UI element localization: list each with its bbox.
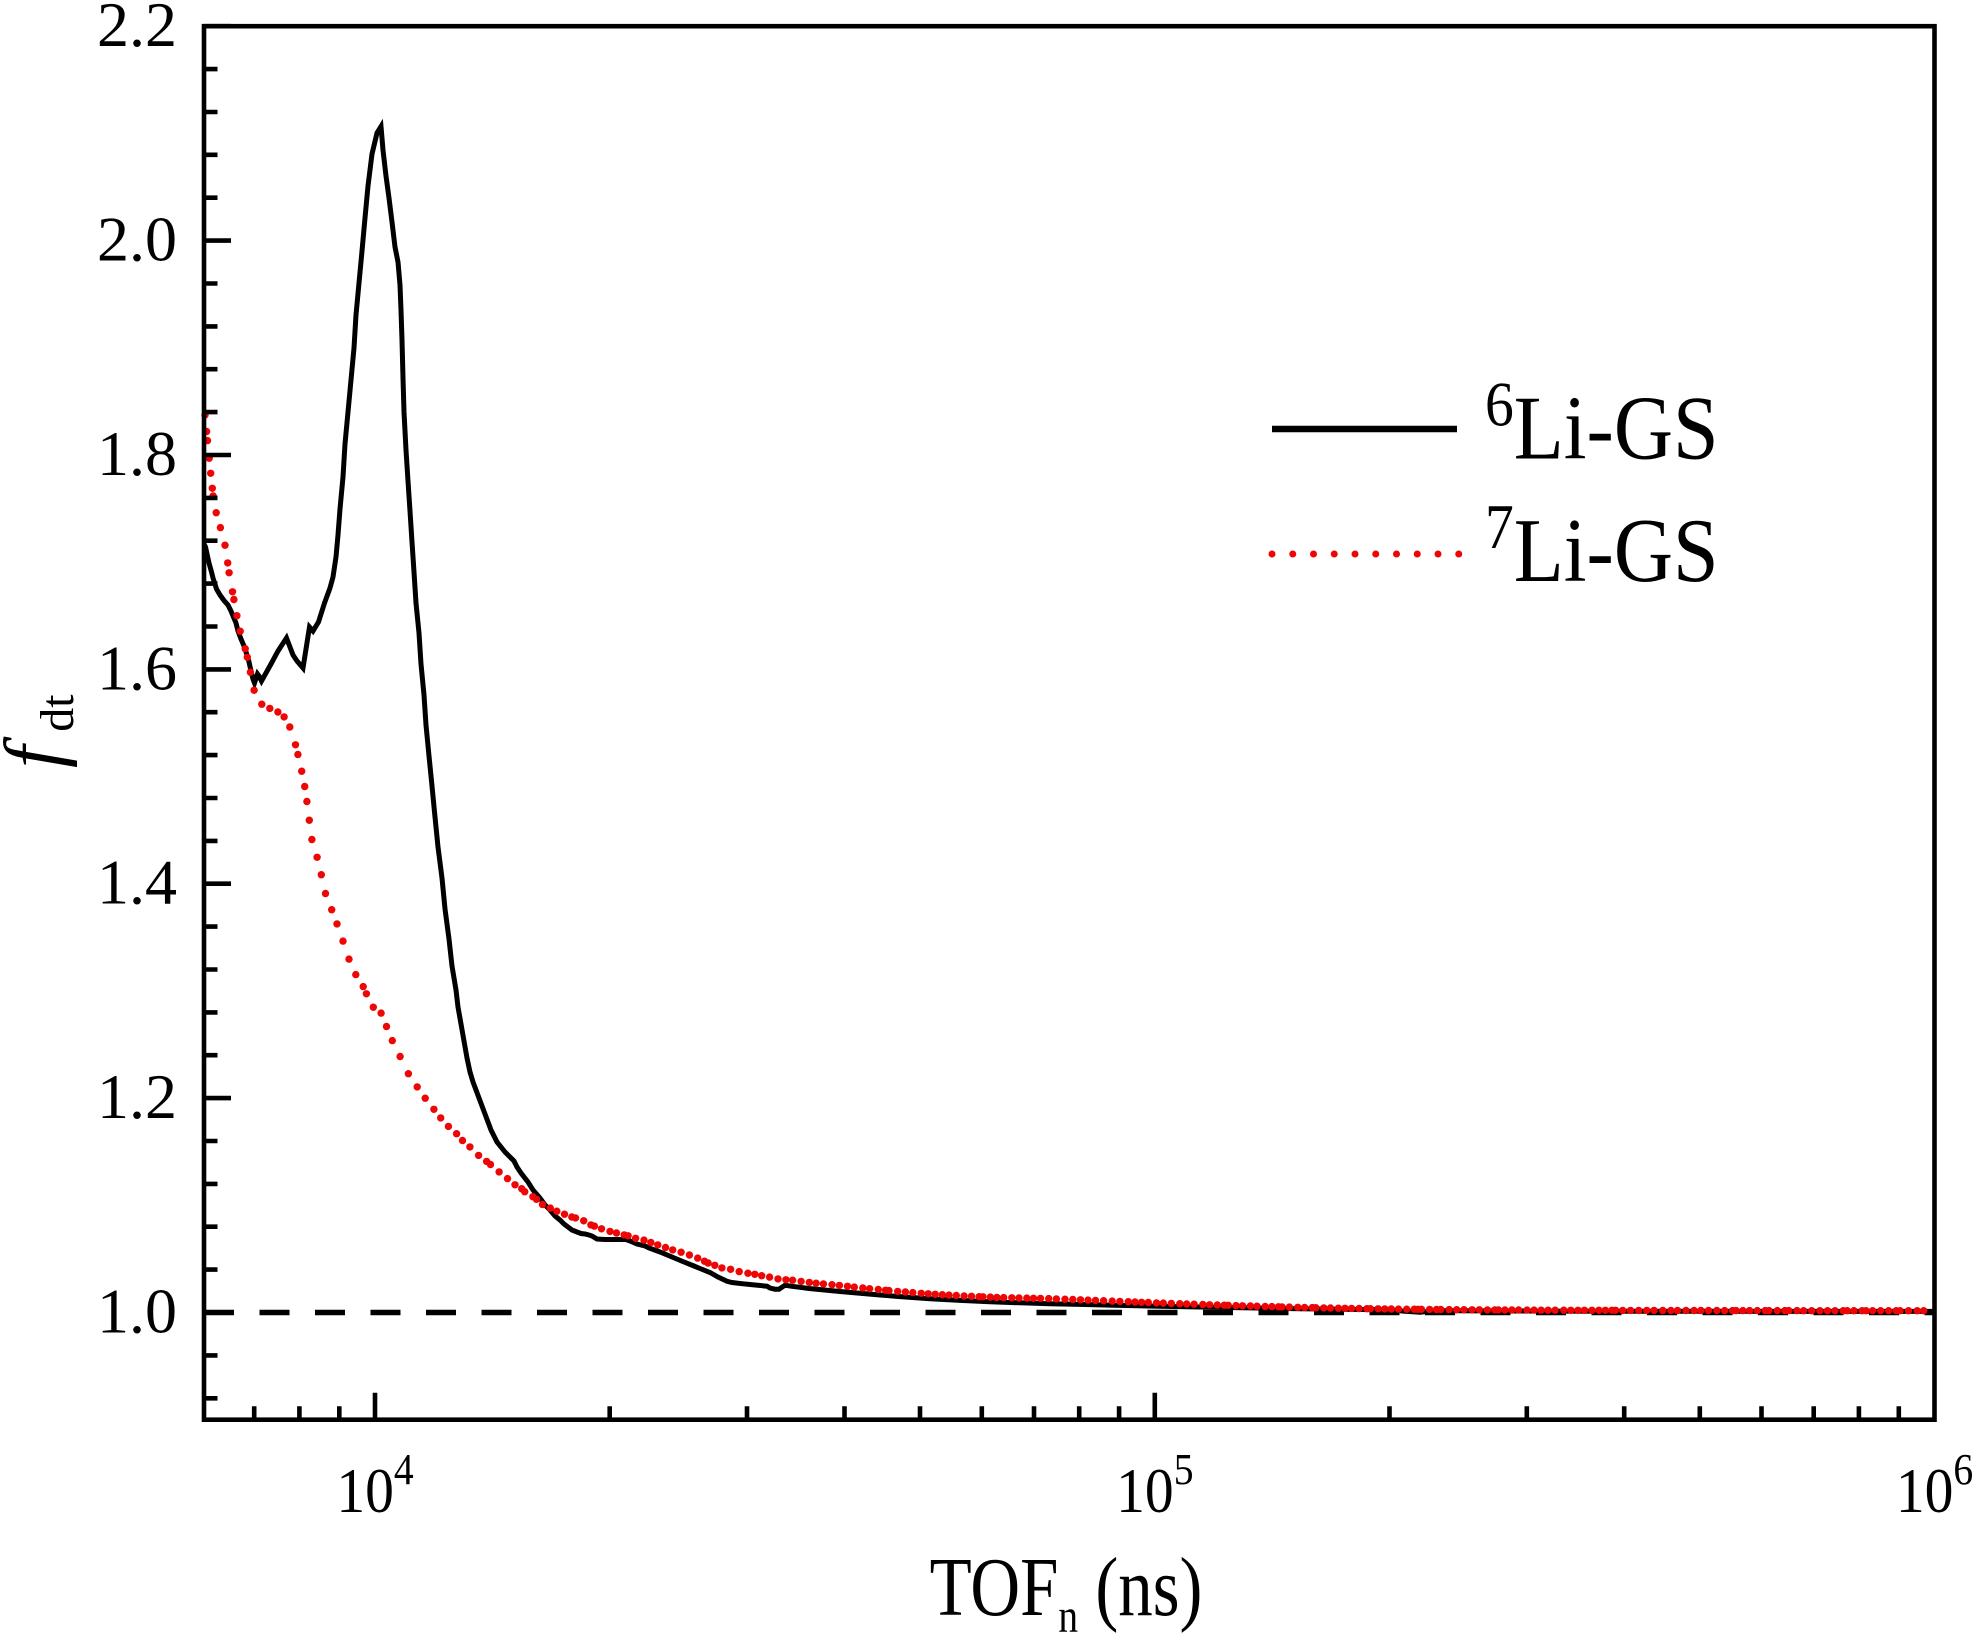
svg-text:7Li-GS: 7Li-GS (1485, 492, 1718, 601)
svg-text:106: 106 (1896, 1446, 1973, 1527)
svg-text:2.0: 2.0 (97, 204, 177, 275)
svg-text:1.8: 1.8 (97, 418, 177, 489)
svg-text:1.4: 1.4 (97, 847, 177, 918)
svg-text:2.2: 2.2 (97, 0, 177, 60)
svg-text:1.6: 1.6 (97, 632, 177, 703)
svg-text:1.2: 1.2 (97, 1061, 177, 1132)
svg-text:1.0: 1.0 (97, 1276, 177, 1347)
svg-text:6Li-GS: 6Li-GS (1485, 370, 1718, 479)
